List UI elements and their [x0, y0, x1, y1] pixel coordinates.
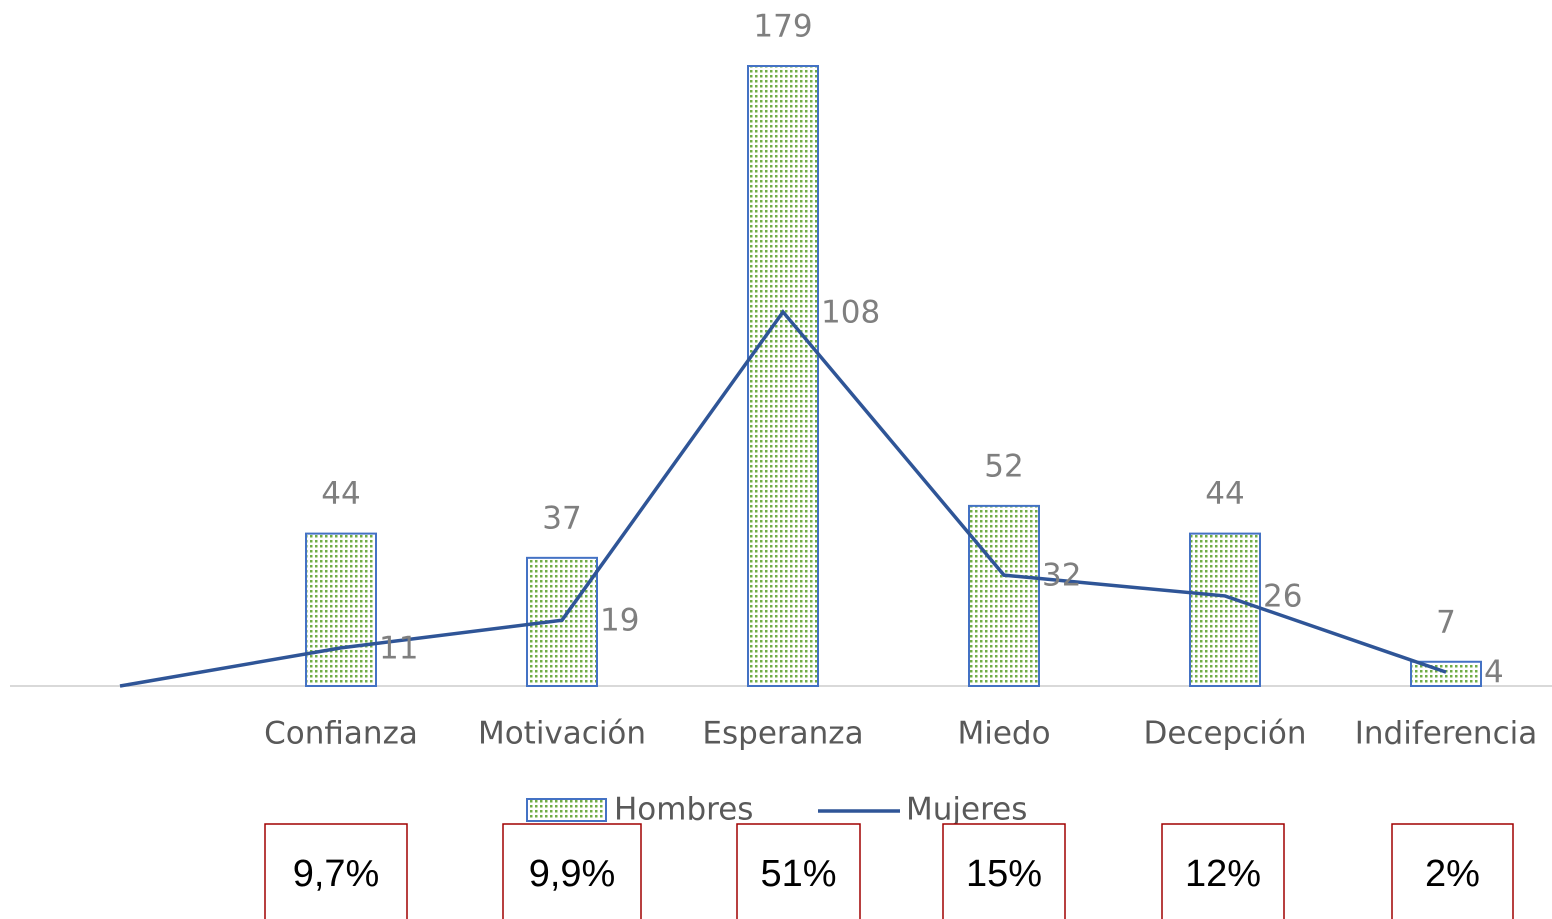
bar-value-label: 44 — [321, 476, 360, 512]
line-value-label: 19 — [600, 603, 639, 639]
legend-label: Mujeres — [906, 792, 1027, 828]
x-tick-label: Decepción — [1143, 716, 1306, 752]
bar — [747, 65, 819, 687]
annotation: 15% — [966, 853, 1042, 895]
annotation: 12% — [1185, 853, 1261, 895]
x-tick-label: Motivación — [478, 716, 646, 752]
annotation-box — [264, 823, 408, 919]
bar — [305, 532, 377, 688]
annotation-box — [502, 823, 642, 919]
legend-swatch — [526, 798, 607, 822]
bar-value-label: 37 — [542, 500, 581, 536]
line-value-label: 108 — [821, 294, 880, 330]
x-tick-label: Confianza — [264, 716, 418, 752]
bar-value-label: 7 — [1436, 604, 1456, 640]
x-tick-label: Indiferencia — [1355, 716, 1538, 752]
annotation-box — [942, 823, 1066, 919]
annotation: 9,9% — [529, 853, 616, 895]
annotation: 2% — [1425, 853, 1480, 895]
annotation-box — [736, 823, 861, 919]
line — [119, 309, 1447, 688]
bar — [1189, 532, 1261, 688]
line-value-label: 4 — [1484, 655, 1504, 691]
bar-value-label: 179 — [753, 9, 812, 45]
line-value-label: 11 — [379, 630, 418, 666]
bar-value-label: 44 — [1205, 476, 1244, 512]
x-tick-label: Miedo — [957, 716, 1050, 752]
bar-value-label: 52 — [984, 448, 1023, 484]
line-value-label: 32 — [1042, 558, 1081, 594]
annotation-box — [1161, 823, 1285, 919]
x-tick-label: Esperanza — [702, 716, 863, 752]
line-value-label: 26 — [1263, 578, 1302, 614]
legend-label: Hombres — [614, 792, 753, 828]
annotation: 51% — [760, 853, 836, 895]
annotation-box — [1391, 823, 1514, 919]
annotation: 9,7% — [293, 853, 380, 895]
bar — [968, 504, 1040, 687]
